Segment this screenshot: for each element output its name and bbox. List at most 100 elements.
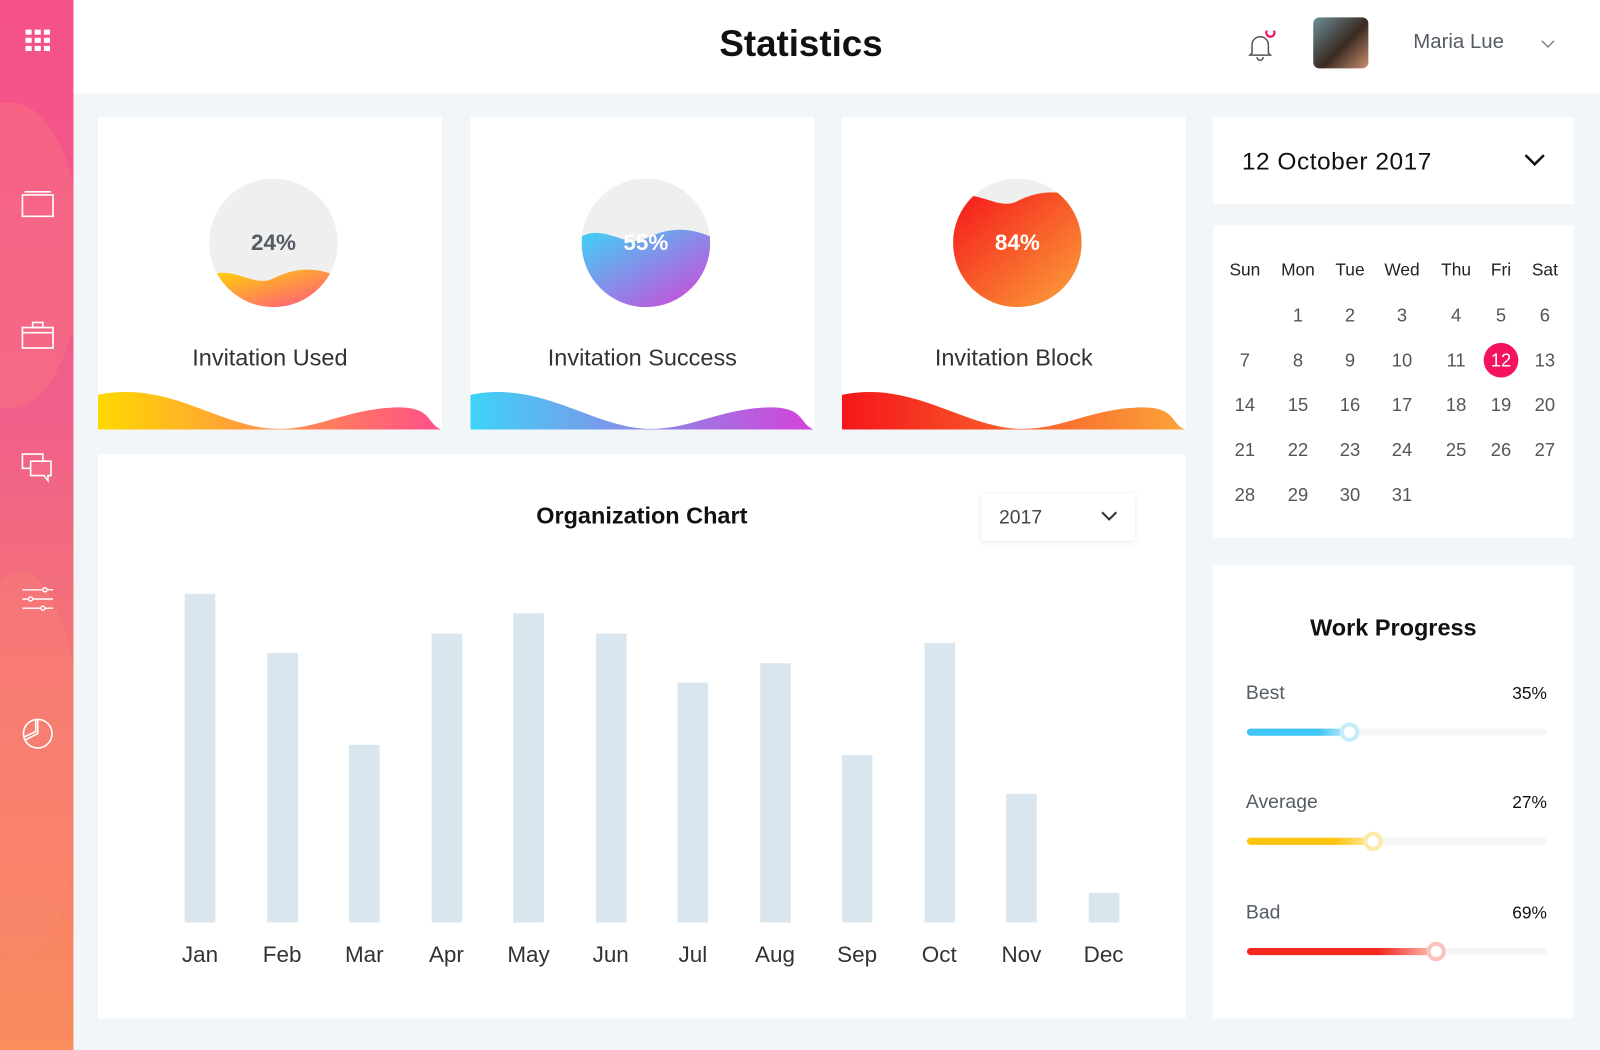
calendar-day[interactable]: 15: [1287, 394, 1309, 416]
stat-card: 55% Invitation Success: [470, 117, 815, 430]
progress-value: 35%: [1512, 683, 1547, 704]
date-picker[interactable]: 12 October 2017: [1213, 117, 1574, 205]
bar-apr[interactable]: [431, 633, 462, 923]
gauge-percent: 24%: [250, 229, 296, 256]
calendar-day[interactable]: 18: [1445, 394, 1467, 416]
x-tick-label: Aug: [755, 941, 795, 968]
date-picker-value: 12 October 2017: [1241, 147, 1432, 176]
calendar-day[interactable]: 27: [1534, 439, 1556, 461]
chart-title: Organization Chart: [536, 502, 748, 529]
window-icon[interactable]: [20, 188, 55, 223]
grid-icon[interactable]: [20, 24, 55, 59]
calendar-day[interactable]: 20: [1534, 394, 1556, 416]
calendar-day[interactable]: 16: [1339, 394, 1361, 416]
sliders-icon[interactable]: [20, 582, 55, 617]
weekday-header: Tue: [1335, 260, 1365, 280]
gauge: [97, 178, 442, 430]
user-name[interactable]: Maria Lue: [1413, 30, 1505, 54]
bar-oct[interactable]: [923, 643, 955, 923]
chevron-down-icon[interactable]: [1540, 37, 1556, 55]
calendar-day[interactable]: 3: [1396, 305, 1408, 326]
calendar-day[interactable]: 5: [1495, 305, 1507, 326]
gauge-fill: [953, 192, 1082, 308]
calendar-day[interactable]: 19: [1490, 394, 1512, 416]
year-select[interactable]: 2017: [981, 493, 1135, 541]
calendar-day[interactable]: 11: [1446, 349, 1466, 371]
x-tick-label: May: [507, 941, 550, 968]
calendar-day[interactable]: 13: [1534, 349, 1556, 371]
calendar-day[interactable]: 31: [1391, 484, 1413, 506]
calendar-day[interactable]: 9: [1344, 349, 1356, 371]
bar-jan[interactable]: [184, 593, 216, 923]
progress-label: Average: [1245, 791, 1318, 814]
slider-handle[interactable]: [1426, 941, 1447, 962]
progress-label: Bad: [1245, 902, 1281, 924]
calendar-day[interactable]: 14: [1234, 394, 1256, 416]
calendar-day[interactable]: 8: [1292, 349, 1304, 371]
chat-icon[interactable]: [20, 450, 55, 485]
stat-label: Invitation Block: [934, 343, 1093, 371]
progress-fill: [1246, 837, 1373, 845]
bar-sep[interactable]: [841, 754, 873, 923]
bottom-wave: [470, 392, 815, 430]
progress-fill: [1246, 947, 1436, 956]
bar-feb[interactable]: [266, 653, 298, 923]
chevron-down-icon: [1100, 509, 1118, 527]
bar-jun[interactable]: [595, 633, 627, 923]
calendar-day[interactable]: 4: [1450, 305, 1462, 326]
work-progress-title: Work Progress: [1310, 614, 1477, 641]
stat-card: 24% Invitation Used: [97, 117, 442, 430]
calendar-day[interactable]: 6: [1539, 305, 1550, 326]
weekday-header: Fri: [1490, 260, 1512, 280]
bar-dec[interactable]: [1088, 892, 1119, 923]
progress-slider[interactable]: [1246, 941, 1547, 962]
calendar-day[interactable]: 24: [1391, 439, 1413, 461]
calendar: Sun Mon Tue Wed Thu Fri Sat 1 2 3 4 5 6 7 8 9 10 11 12 13 14…: [1213, 225, 1574, 538]
briefcase-icon[interactable]: [20, 319, 55, 354]
gauge: [841, 178, 1186, 430]
calendar-day-selected[interactable]: 12: [1483, 342, 1519, 378]
weekday-header: Wed: [1384, 260, 1420, 280]
calendar-day[interactable]: 10: [1391, 349, 1413, 371]
bottom-wave: [841, 392, 1186, 430]
year-select-value: 2017: [998, 507, 1043, 529]
x-tick-label: Dec: [1083, 941, 1124, 968]
bar-nov[interactable]: [1006, 794, 1037, 923]
gauge: [470, 178, 815, 430]
header: Statistics Maria Lue: [73, 0, 1600, 94]
bar-mar[interactable]: [348, 745, 380, 923]
weekday-header: Thu: [1441, 260, 1472, 280]
bar-jul[interactable]: [677, 682, 709, 923]
gauge-percent: 55%: [623, 229, 669, 256]
calendar-day[interactable]: 2: [1344, 305, 1356, 326]
bar-may[interactable]: [513, 613, 544, 923]
bar-aug[interactable]: [759, 662, 791, 923]
calendar-day[interactable]: 29: [1287, 484, 1309, 506]
pie-chart-icon[interactable]: [20, 716, 55, 751]
slider-handle[interactable]: [1339, 722, 1360, 742]
x-tick-label: Apr: [428, 941, 464, 968]
calendar-day[interactable]: 23: [1339, 439, 1361, 461]
x-tick-label: Sep: [837, 941, 878, 968]
calendar-day[interactable]: 17: [1391, 394, 1413, 416]
calendar-day[interactable]: 30: [1339, 484, 1361, 506]
calendar-day[interactable]: 22: [1287, 439, 1309, 461]
calendar-day[interactable]: 7: [1239, 349, 1250, 371]
slider-handle[interactable]: [1363, 831, 1384, 852]
calendar-day[interactable]: 1: [1292, 305, 1304, 326]
progress-slider[interactable]: [1246, 831, 1547, 852]
work-progress-panel: Work Progress Best 35% Average 27% Bad 69%: [1213, 565, 1574, 1019]
calendar-day[interactable]: 26: [1490, 439, 1512, 461]
progress-label: Best: [1245, 682, 1285, 705]
calendar-day[interactable]: 28: [1234, 484, 1256, 506]
stat-card: 84% Invitation Block: [841, 117, 1186, 430]
calendar-day[interactable]: 21: [1234, 439, 1256, 461]
calendar-day[interactable]: 25: [1445, 439, 1467, 461]
avatar[interactable]: [1313, 17, 1369, 69]
progress-slider[interactable]: [1246, 722, 1547, 742]
x-tick-label: Jul: [678, 941, 708, 968]
notification-bell-icon[interactable]: [1245, 27, 1276, 62]
gauge-fill: [581, 229, 711, 308]
sidebar: [0, 0, 74, 1050]
gauge-percent: 84%: [994, 229, 1040, 256]
